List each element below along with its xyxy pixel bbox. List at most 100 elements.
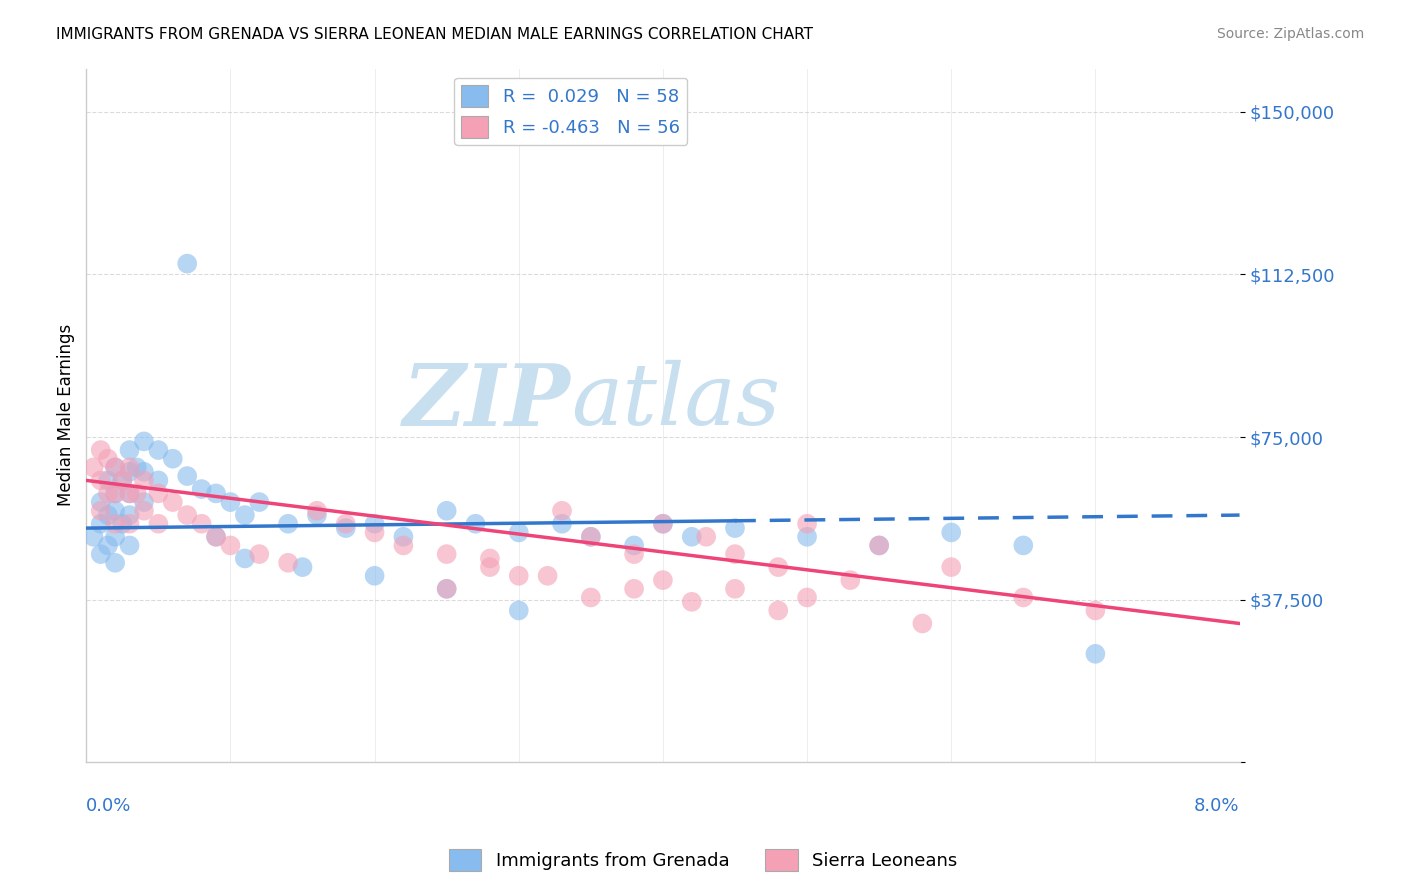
Point <box>176 508 198 522</box>
Point <box>190 482 212 496</box>
Text: Source: ZipAtlas.com: Source: ZipAtlas.com <box>1216 27 1364 41</box>
Point <box>478 551 501 566</box>
Point <box>148 516 170 531</box>
Point <box>118 486 141 500</box>
Point <box>104 460 127 475</box>
Point <box>148 474 170 488</box>
Point <box>623 538 645 552</box>
Point <box>90 504 112 518</box>
Point <box>941 560 963 574</box>
Point <box>90 474 112 488</box>
Point <box>148 486 170 500</box>
Point <box>118 443 141 458</box>
Point <box>90 516 112 531</box>
Point <box>97 451 120 466</box>
Point <box>1012 538 1035 552</box>
Point <box>132 495 155 509</box>
Point <box>205 486 228 500</box>
Point <box>724 547 747 561</box>
Text: 8.0%: 8.0% <box>1194 797 1240 815</box>
Point <box>97 508 120 522</box>
Point <box>277 516 299 531</box>
Point <box>392 538 415 552</box>
Legend: Immigrants from Grenada, Sierra Leoneans: Immigrants from Grenada, Sierra Leoneans <box>441 842 965 879</box>
Point <box>392 530 415 544</box>
Point <box>768 560 790 574</box>
Point <box>536 569 558 583</box>
Point <box>104 460 127 475</box>
Point <box>335 521 357 535</box>
Point <box>941 525 963 540</box>
Point <box>104 486 127 500</box>
Point <box>551 504 574 518</box>
Point <box>579 591 602 605</box>
Point <box>176 469 198 483</box>
Point <box>508 603 530 617</box>
Point <box>291 560 314 574</box>
Point <box>233 508 256 522</box>
Point <box>118 486 141 500</box>
Point <box>651 516 673 531</box>
Point <box>111 516 134 531</box>
Point <box>436 582 458 596</box>
Point <box>868 538 890 552</box>
Point <box>911 616 934 631</box>
Point <box>796 516 818 531</box>
Point <box>363 516 385 531</box>
Point <box>118 460 141 475</box>
Point <box>868 538 890 552</box>
Point <box>695 530 717 544</box>
Point <box>464 516 486 531</box>
Point <box>82 530 104 544</box>
Legend: R =  0.029   N = 58, R = -0.463   N = 56: R = 0.029 N = 58, R = -0.463 N = 56 <box>454 78 688 145</box>
Point <box>205 530 228 544</box>
Point <box>247 547 270 561</box>
Point <box>176 257 198 271</box>
Point <box>579 530 602 544</box>
Point <box>125 486 148 500</box>
Point <box>796 591 818 605</box>
Point <box>363 525 385 540</box>
Point <box>111 474 134 488</box>
Point <box>768 603 790 617</box>
Point <box>724 582 747 596</box>
Point <box>104 556 127 570</box>
Text: ZIP: ZIP <box>402 359 571 443</box>
Point <box>247 495 270 509</box>
Point <box>335 516 357 531</box>
Point <box>233 551 256 566</box>
Point <box>104 530 127 544</box>
Point <box>1084 603 1107 617</box>
Point <box>97 486 120 500</box>
Point <box>148 443 170 458</box>
Point <box>1012 591 1035 605</box>
Point <box>205 530 228 544</box>
Point <box>97 538 120 552</box>
Point <box>104 486 127 500</box>
Point <box>82 460 104 475</box>
Point <box>104 516 127 531</box>
Point <box>111 474 134 488</box>
Point <box>118 508 141 522</box>
Point <box>579 530 602 544</box>
Point <box>90 495 112 509</box>
Point <box>97 474 120 488</box>
Point <box>90 443 112 458</box>
Point <box>132 504 155 518</box>
Point <box>132 434 155 449</box>
Point <box>162 495 184 509</box>
Point <box>132 474 155 488</box>
Point <box>132 465 155 479</box>
Point <box>551 516 574 531</box>
Point <box>478 560 501 574</box>
Point <box>436 582 458 596</box>
Point <box>1084 647 1107 661</box>
Point <box>90 547 112 561</box>
Point <box>681 530 703 544</box>
Point <box>651 573 673 587</box>
Point <box>118 516 141 531</box>
Text: atlas: atlas <box>571 360 780 442</box>
Point <box>796 530 818 544</box>
Point <box>363 569 385 583</box>
Point <box>436 547 458 561</box>
